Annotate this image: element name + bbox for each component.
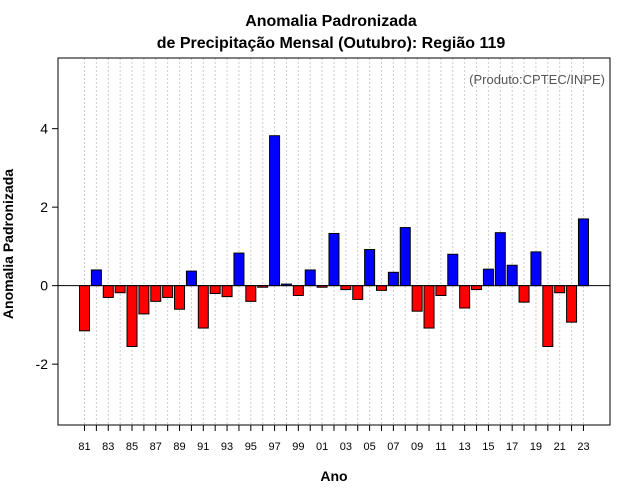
bar-19 (530, 251, 542, 287)
bar-95 (245, 285, 257, 302)
bar-02 (328, 232, 340, 287)
x-tick-label: 81 (78, 441, 90, 453)
x-tick-label: 95 (245, 441, 257, 453)
y-axis: -2 0 2 4 (36, 121, 58, 372)
bar-06 (376, 285, 387, 291)
x-tick-label: 97 (268, 441, 280, 453)
x-tick-label: 19 (530, 441, 542, 453)
bar-84 (114, 285, 126, 294)
grid-lines (84, 58, 584, 425)
x-tick-label: 11 (435, 441, 446, 453)
x-axis: 81 83 85 87 89 91 93 95 97 99 01 03 05 07 09 11 13 15 17 19… (78, 425, 590, 453)
bar-99 (292, 285, 304, 296)
y-axis-label: Anomalia Padronizada (0, 169, 16, 319)
bar-18 (518, 285, 530, 303)
y-tick-label: -2 (36, 356, 49, 372)
bar-82 (90, 269, 102, 287)
bar-05 (364, 249, 376, 287)
bar-10 (423, 285, 435, 329)
bar-85 (126, 285, 138, 348)
bar-04 (352, 285, 364, 300)
x-tick-label: 17 (506, 441, 518, 453)
chart-title-line1: Anomalia Padronizada (245, 13, 417, 30)
bar-03 (340, 285, 352, 291)
x-tick-label: 09 (411, 441, 423, 453)
x-tick-label: 23 (577, 441, 589, 453)
x-tick-label: 13 (459, 441, 471, 453)
y-tick-label: 0 (40, 278, 48, 294)
bar-97 (269, 135, 281, 287)
bar-94 (233, 252, 245, 287)
bar-81 (79, 285, 90, 332)
bar-21 (554, 285, 566, 294)
bar-90 (185, 270, 197, 287)
bar-23 (577, 218, 589, 287)
x-tick-label: 89 (173, 441, 185, 453)
bar-88 (162, 285, 174, 298)
source-annotation: (Produto:CPTEC/INPE) (469, 72, 605, 87)
y-tick-label: 2 (40, 199, 48, 215)
bar-87 (150, 285, 162, 302)
x-tick-label: 99 (292, 441, 304, 453)
bar-92 (209, 285, 221, 295)
x-tick-label: 03 (340, 441, 352, 453)
x-tick-label: 93 (221, 441, 233, 453)
bar-83 (102, 285, 114, 298)
bar-13 (459, 285, 471, 309)
x-tick-label: 15 (482, 441, 494, 453)
bars (79, 135, 589, 348)
bar-91 (197, 285, 209, 329)
bar-07 (387, 271, 399, 287)
bar-00 (304, 269, 316, 287)
x-tick-label: 85 (126, 441, 138, 453)
bar-12 (447, 253, 459, 287)
bar-09 (411, 285, 423, 312)
bar-89 (174, 285, 186, 310)
bar-14 (471, 285, 483, 291)
bar-11 (435, 285, 447, 296)
x-tick-label: 91 (197, 441, 209, 453)
x-tick-label: 21 (554, 441, 566, 453)
bar-86 (138, 285, 150, 315)
x-axis-label: Ano (320, 468, 347, 484)
x-tick-label: 87 (150, 441, 162, 453)
x-tick-label: 07 (387, 441, 399, 453)
bar-93 (221, 285, 233, 298)
x-tick-label: 01 (316, 441, 328, 453)
bar-22 (566, 285, 578, 323)
bar-08 (399, 227, 411, 287)
bar-15 (482, 268, 494, 287)
bar-16 (494, 232, 506, 287)
bar-17 (506, 264, 518, 287)
y-tick-label: 4 (40, 121, 48, 137)
x-tick-label: 05 (363, 441, 375, 453)
x-tick-label: 83 (102, 441, 114, 453)
bar-20 (542, 285, 554, 348)
chart-title-line2: de Precipitação Mensal (Outubro): Região… (157, 35, 506, 52)
